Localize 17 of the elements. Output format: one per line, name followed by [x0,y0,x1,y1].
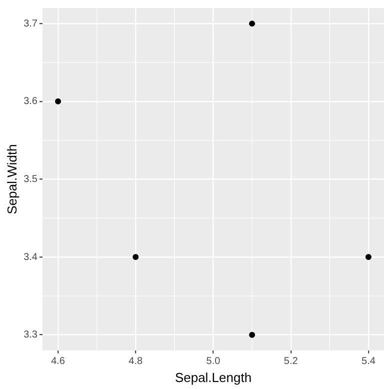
point [132,254,139,260]
x-axis-title: Sepal.Length [174,370,252,385]
y-tick-label: 3.4 [24,252,38,263]
y-tick-label: 3.5 [24,174,38,185]
y-axis-title: Sepal.Width [4,144,20,214]
y-tick-label: 3.7 [24,18,38,30]
x-tick-label: 5.2 [284,356,298,368]
x-tick-label: 4.6 [51,356,66,368]
y-tick-label: 3.6 [24,96,38,108]
x-tick-label: 4.8 [128,356,144,368]
x-tick-label: 5.4 [362,356,376,368]
point [249,20,256,27]
x-tick-label: 5.0 [206,356,221,368]
point [249,332,256,338]
point [365,254,372,260]
point [55,98,62,104]
y-tick-label: 3.3 [24,330,38,341]
